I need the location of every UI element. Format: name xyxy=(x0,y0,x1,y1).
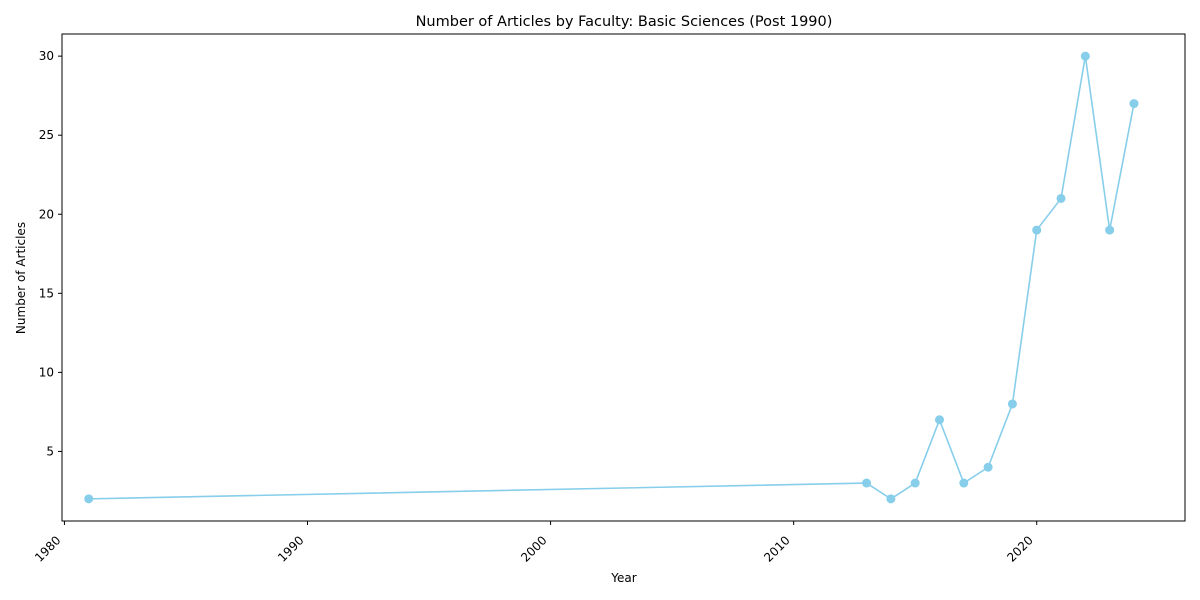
plot-frame xyxy=(61,33,1186,522)
x-tick-label: 2020 xyxy=(1004,533,1035,564)
data-point xyxy=(1032,225,1042,235)
data-point xyxy=(1056,193,1066,203)
x-axis-label: Year xyxy=(610,571,636,585)
y-tick-label: 15 xyxy=(39,286,54,300)
y-axis: 5 10 15 20 25 30 xyxy=(39,49,62,458)
y-tick-label: 20 xyxy=(39,207,54,221)
data-point xyxy=(1105,225,1115,235)
x-tick-label: 1990 xyxy=(275,533,306,564)
series-line xyxy=(88,56,1135,500)
data-point xyxy=(959,478,969,488)
data-point xyxy=(934,415,944,425)
data-point xyxy=(1007,399,1017,409)
data-point xyxy=(84,494,94,504)
y-axis-label: Number of Articles xyxy=(14,222,28,334)
x-axis: 1980 1990 2000 2010 2020 xyxy=(32,521,1038,565)
data-point xyxy=(1129,99,1139,109)
plot-area xyxy=(84,51,1139,504)
y-tick-label: 25 xyxy=(39,128,54,142)
data-point xyxy=(983,462,993,472)
y-tick-label: 10 xyxy=(39,365,54,379)
y-tick-label: 5 xyxy=(46,444,54,458)
data-point xyxy=(886,494,896,504)
x-tick-label: 2010 xyxy=(761,533,792,564)
data-point xyxy=(862,478,872,488)
x-tick-label: 2000 xyxy=(518,533,549,564)
data-point xyxy=(1080,51,1090,61)
x-tick-label: 1980 xyxy=(32,533,63,564)
y-tick-label: 30 xyxy=(39,49,54,63)
data-point xyxy=(910,478,920,488)
chart-title: Number of Articles by Faculty: Basic Sci… xyxy=(416,14,833,30)
